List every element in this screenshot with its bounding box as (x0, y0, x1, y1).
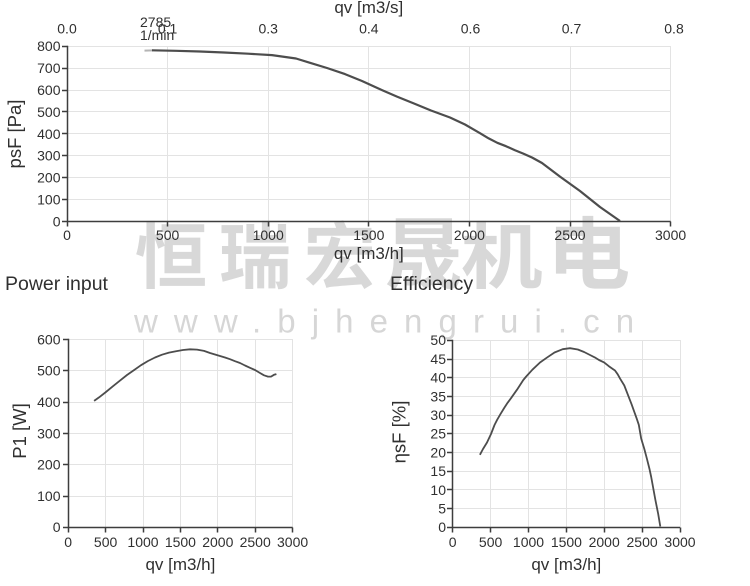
svg-text:30: 30 (430, 407, 446, 423)
svg-text:100: 100 (37, 192, 61, 208)
svg-text:3000: 3000 (655, 227, 686, 243)
svg-text:500: 500 (37, 363, 61, 379)
svg-text:50: 50 (430, 332, 446, 348)
svg-text:10: 10 (430, 482, 446, 498)
svg-text:0.4: 0.4 (359, 21, 379, 37)
svg-text:2500: 2500 (627, 534, 658, 550)
svg-text:1500: 1500 (165, 534, 196, 550)
svg-text:20: 20 (430, 444, 446, 460)
svg-text:0: 0 (63, 227, 71, 243)
svg-text:15: 15 (430, 463, 446, 479)
svg-text:qv [m3/h]: qv [m3/h] (531, 555, 601, 574)
svg-text:ηsF [%]: ηsF [%] (389, 401, 410, 464)
svg-text:3000: 3000 (664, 534, 695, 550)
svg-text:www.bjhengrui.cn: www.bjhengrui.cn (133, 303, 650, 340)
svg-text:2500: 2500 (240, 534, 271, 550)
svg-text:700: 700 (37, 60, 61, 76)
svg-text:qv [m3/h]: qv [m3/h] (334, 244, 404, 263)
svg-text:200: 200 (37, 457, 61, 473)
svg-text:0.8: 0.8 (664, 21, 684, 37)
svg-text:0: 0 (64, 534, 72, 550)
svg-text:35: 35 (430, 388, 446, 404)
svg-text:600: 600 (37, 331, 61, 347)
svg-text:0: 0 (53, 519, 61, 535)
svg-text:5: 5 (438, 501, 446, 517)
svg-text:1500: 1500 (353, 227, 384, 243)
svg-text:1500: 1500 (551, 534, 582, 550)
svg-text:500: 500 (479, 534, 503, 550)
svg-text:0.6: 0.6 (461, 21, 481, 37)
svg-text:2000: 2000 (589, 534, 620, 550)
svg-text:1000: 1000 (127, 534, 158, 550)
svg-text:600: 600 (37, 82, 61, 98)
svg-text:0: 0 (53, 214, 61, 230)
svg-text:40: 40 (430, 370, 446, 386)
svg-text:0: 0 (449, 534, 457, 550)
svg-text:1000: 1000 (253, 227, 284, 243)
svg-text:2000: 2000 (202, 534, 233, 550)
svg-text:psF [Pa]: psF [Pa] (4, 100, 25, 169)
svg-text:800: 800 (37, 38, 61, 54)
svg-text:45: 45 (430, 351, 446, 367)
svg-text:500: 500 (37, 104, 61, 120)
svg-text:300: 300 (37, 148, 61, 164)
svg-text:400: 400 (37, 394, 61, 410)
svg-text:500: 500 (156, 227, 180, 243)
svg-text:2000: 2000 (454, 227, 485, 243)
svg-text:qv [m3/s]: qv [m3/s] (334, 0, 403, 17)
svg-text:0: 0 (438, 519, 446, 535)
svg-text:100: 100 (37, 488, 61, 504)
svg-text:300: 300 (37, 425, 61, 441)
svg-text:1/min: 1/min (140, 27, 174, 43)
svg-text:0.0: 0.0 (57, 21, 77, 37)
svg-text:400: 400 (37, 126, 61, 142)
svg-text:Power input: Power input (5, 273, 109, 295)
svg-text:500: 500 (94, 534, 118, 550)
svg-text:P1 [W]: P1 [W] (9, 403, 30, 459)
svg-text:qv [m3/h]: qv [m3/h] (145, 555, 215, 574)
svg-text:0.3: 0.3 (258, 21, 278, 37)
svg-text:25: 25 (430, 426, 446, 442)
svg-text:200: 200 (37, 170, 61, 186)
svg-text:Efficiency: Efficiency (390, 273, 473, 295)
svg-text:1000: 1000 (513, 534, 544, 550)
svg-text:2500: 2500 (554, 227, 585, 243)
svg-text:3000: 3000 (277, 534, 308, 550)
svg-text:0.7: 0.7 (562, 21, 582, 37)
